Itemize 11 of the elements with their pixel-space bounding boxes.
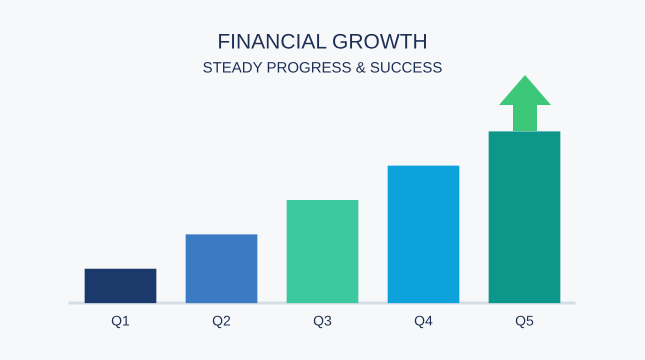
bar (186, 234, 258, 304)
bar (388, 166, 460, 304)
x-tick-label: Q1 (111, 312, 130, 328)
x-tick-label: Q4 (414, 312, 434, 328)
bar (84, 268, 156, 304)
x-tick-label: Q3 (313, 312, 332, 328)
chart-title: FINANCIAL GROWTH (217, 30, 428, 54)
bar (286, 200, 358, 304)
x-tick-label: Q2 (212, 312, 232, 328)
chart-subtitle: STEADY PROGRESS & SUCCESS (202, 59, 442, 76)
x-tick-label: Q5 (515, 312, 534, 328)
